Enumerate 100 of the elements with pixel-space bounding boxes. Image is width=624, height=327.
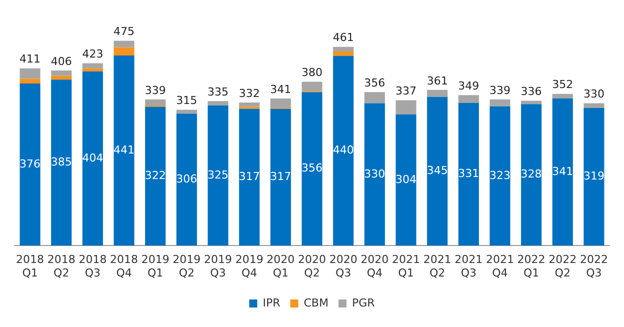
bar <box>82 71 103 246</box>
total-label: 339 <box>144 84 166 97</box>
bar <box>239 102 260 107</box>
data-label: 356 <box>302 162 322 175</box>
x-tick-label: 2022 Q2 <box>548 253 577 280</box>
total-label: 361 <box>426 74 448 88</box>
bar <box>584 108 604 246</box>
bar <box>521 100 542 104</box>
total-label: 330 <box>583 88 604 101</box>
data-label: 331 <box>458 167 480 180</box>
bar <box>333 56 354 246</box>
bar <box>20 68 40 79</box>
bar <box>239 108 260 246</box>
x-tick-label: 2020 Q2 <box>298 253 326 280</box>
bar <box>364 92 385 104</box>
bar <box>552 94 573 99</box>
bar <box>490 106 510 246</box>
total-label: 461 <box>332 31 354 44</box>
legend-label: PGR <box>352 296 376 310</box>
total-label: 336 <box>520 85 542 98</box>
x-tick-label: 2019 Q2 <box>172 253 201 280</box>
data-label: 317 <box>238 170 260 184</box>
x-tick-label: 2020 Q1 <box>266 253 295 280</box>
data-label: 304 <box>395 172 416 186</box>
total-label: 339 <box>489 84 510 97</box>
x-tick-label: 2022 Q1 <box>517 253 546 280</box>
x-tick-label: 2020 Q4 <box>360 253 389 280</box>
bar <box>114 55 134 246</box>
data-label: 330 <box>364 167 386 180</box>
x-tick-label: 2018 Q4 <box>110 253 138 280</box>
bar <box>145 99 166 106</box>
x-tick-label: 2021 Q3 <box>454 253 483 280</box>
data-label: 404 <box>82 151 104 164</box>
x-tick-label: 2021 Q1 <box>392 253 420 280</box>
data-label: 440 <box>332 144 354 157</box>
total-label: 475 <box>114 25 135 38</box>
data-label: 345 <box>426 164 448 178</box>
total-label: 332 <box>238 86 260 100</box>
total-label: 315 <box>176 94 198 108</box>
bar <box>270 98 291 108</box>
data-label: 322 <box>144 169 166 182</box>
bar <box>114 47 134 56</box>
bar <box>427 90 448 97</box>
bar <box>20 78 40 84</box>
bar <box>333 46 354 52</box>
total-label: 349 <box>458 79 480 92</box>
data-label: 328 <box>520 168 542 181</box>
data-label: 323 <box>489 168 510 182</box>
bar <box>82 63 103 68</box>
bar <box>458 102 479 246</box>
bar <box>176 110 197 114</box>
total-label: 337 <box>395 84 416 98</box>
bar <box>302 82 322 92</box>
bar <box>20 83 40 246</box>
total-label: 356 <box>364 76 386 90</box>
bar <box>208 101 228 106</box>
bar <box>51 76 72 80</box>
total-label: 380 <box>302 66 322 80</box>
bar <box>333 52 354 56</box>
bar <box>584 103 604 108</box>
x-tick-label: 2021 Q4 <box>486 253 514 280</box>
data-label: 341 <box>552 164 574 178</box>
data-label: 317 <box>270 170 292 184</box>
data-label: 441 <box>114 143 135 156</box>
bar <box>270 108 291 246</box>
bar <box>396 114 416 246</box>
bar <box>552 98 573 246</box>
total-label: 406 <box>50 54 72 68</box>
bar <box>145 106 166 246</box>
data-label: 325 <box>208 168 229 182</box>
x-tick-label: 2018 Q1 <box>16 253 44 280</box>
data-label: 385 <box>50 155 72 168</box>
total-label: 341 <box>270 82 292 96</box>
x-tick-label: 2018 Q3 <box>78 253 107 280</box>
data-label: 306 <box>176 172 198 186</box>
bar <box>490 99 510 106</box>
legend-label: CBM <box>304 296 328 310</box>
bar <box>364 103 385 246</box>
bar <box>114 40 134 48</box>
bar <box>82 68 103 72</box>
bar <box>51 70 72 76</box>
total-label: 335 <box>208 86 229 99</box>
bar <box>521 104 542 246</box>
x-tick-label: 2019 Q4 <box>235 253 264 280</box>
total-label: 352 <box>552 78 574 92</box>
x-tick-label: 2022 Q3 <box>580 253 608 280</box>
legend-label: IPR <box>262 296 281 310</box>
bar <box>208 105 228 246</box>
x-tick-label: 2020 Q3 <box>329 253 358 280</box>
x-tick-label: 2019 Q1 <box>141 253 170 280</box>
bar <box>427 96 448 246</box>
total-label: 423 <box>82 48 104 61</box>
total-label: 411 <box>20 52 41 66</box>
data-label: 376 <box>20 157 41 170</box>
data-label: 319 <box>583 170 604 183</box>
bar <box>176 114 197 246</box>
bar <box>396 100 416 115</box>
bar <box>458 95 479 103</box>
bar <box>302 92 322 246</box>
x-tick-label: 2019 Q3 <box>204 253 232 280</box>
